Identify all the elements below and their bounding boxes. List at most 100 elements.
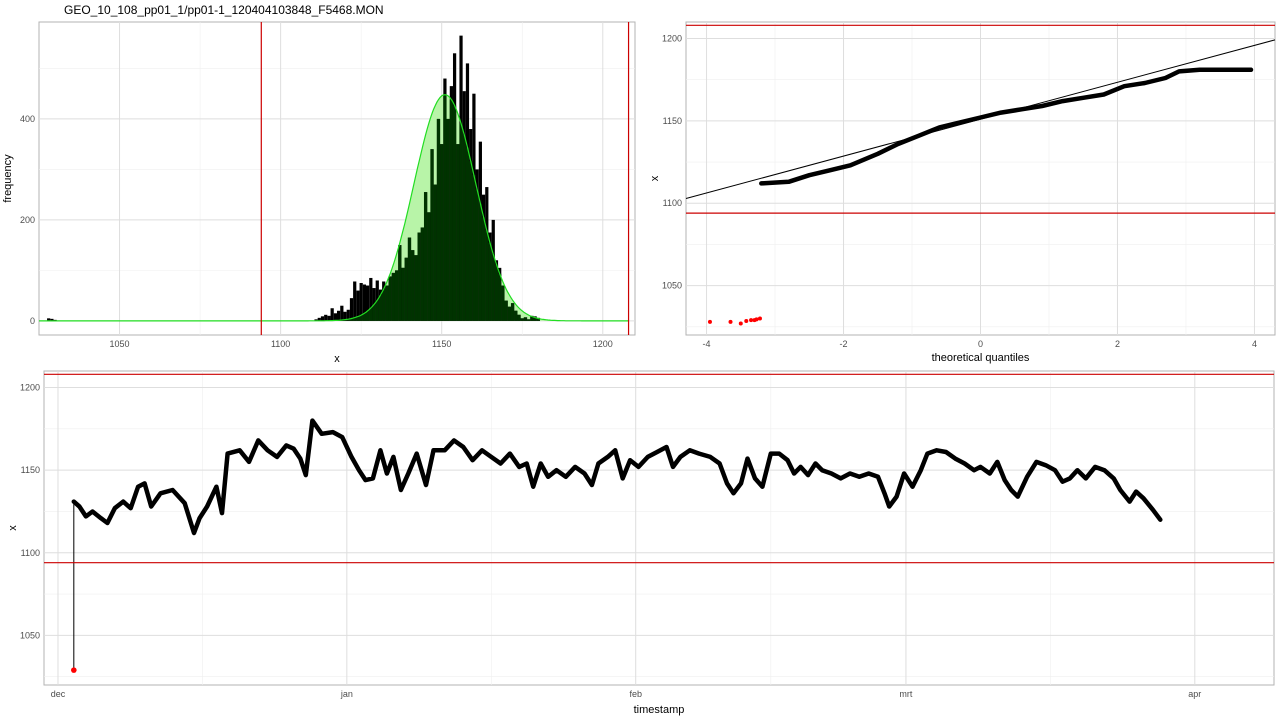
x-tick-label: 1050 [110,339,130,349]
histogram-overlap-bar [423,192,428,321]
x-tick-label: jan [340,689,353,699]
histogram-overlap-bar [394,270,399,321]
histogram-overlap-bar [382,288,386,321]
qq-point [1214,67,1219,72]
histogram-bar [50,318,54,321]
histogram-overlap-bar [446,118,450,321]
x-tick-label: feb [629,689,642,699]
histogram-bar [337,310,341,321]
histogram-overlap-bar [469,161,473,321]
histogram-bar [47,318,51,321]
y-tick-label: 400 [20,114,35,124]
histogram-bar [317,317,321,321]
histogram-overlap-bar [443,94,447,321]
qq-outlier-point [744,318,749,323]
histogram-overlap-bar [498,273,502,321]
histogram-overlap-bar [462,134,466,321]
histogram-overlap-bar [427,212,431,321]
histogram-bar [343,311,347,321]
plot-panel [43,370,1275,686]
histogram-overlap-bar [407,237,412,321]
histogram-overlap-bar [449,99,453,321]
histogram-overlap-bar [411,250,415,321]
y-tick-label: 1050 [662,281,682,291]
histogram-overlap-bar [533,317,537,321]
histogram-overlap-bar [349,318,354,321]
histogram-bar [327,315,331,321]
y-tick-label: 1200 [20,383,40,393]
histogram-bar [356,290,360,321]
histogram-overlap-bar [414,255,418,321]
x-tick-label: mrt [899,689,912,699]
histogram-overlap-bar [343,319,347,321]
histogram-overlap-bar [459,123,463,321]
density-line [39,94,629,322]
x-tick-label: 1150 [432,339,451,349]
chart-title: GEO_10_108_pp01_1/pp01-1_120404103848_F5… [64,3,384,17]
qq-outlier-point [728,319,733,324]
histogram-overlap-bar [475,189,479,321]
histogram-overlap-bar [398,245,402,321]
x-axis-title: timestamp [634,704,685,716]
histogram-overlap-bar [523,317,528,321]
histogram-overlap-bar [514,310,518,321]
histogram-overlap-bar [353,317,357,321]
x-tick-label: 4 [1252,339,1257,349]
y-tick-label: 1150 [21,465,40,475]
timeseries-panel: dec jan feb mrt apr 1050 1100 1150 1200 timestamp… [7,370,1275,716]
histogram-overlap-bar [362,313,366,321]
x-tick-label: 2 [1115,339,1120,349]
gridlines [686,22,1275,335]
histogram-overlap-bar [488,242,492,321]
histogram-overlap-bar [501,285,505,321]
histogram-bar [333,313,337,321]
y-tick-label: 1050 [20,630,40,640]
histogram-overlap-bar [417,232,421,321]
histogram-overlap-bar [433,184,437,321]
qq-point [1249,67,1254,72]
x-tick-label: 1200 [593,339,613,349]
histogram-bar [362,284,366,321]
histogram-overlap-bar [346,319,350,321]
histogram-overlap-bar [510,303,515,321]
y-tick-label: 0 [30,316,35,326]
x-tick-label: -4 [703,339,711,349]
qq-plot-panel: -4 -2 0 2 4 1050 1100 1150 1200 theoretical quant… [649,21,1276,364]
x-tick-label: apr [1188,689,1201,699]
histogram-overlap-bar [401,267,405,321]
histogram-overlap-bar [385,285,389,321]
y-axis-title: x [649,175,661,181]
qq-outlier-point [738,321,743,326]
histogram-overlap-bar [530,316,534,321]
histogram-overlap-bar [491,254,495,321]
histogram-overlap-bar [420,227,424,321]
y-tick-label: 1100 [663,198,682,208]
histogram-overlap-bar [494,264,499,321]
histogram-overlap-bar [465,147,470,321]
x-tick-label: dec [51,689,66,699]
histogram-overlap-bar [369,308,373,321]
histogram-bar [369,277,373,321]
histogram-overlap-bar [430,149,434,321]
series-line [71,418,1163,536]
histogram-bar [359,283,363,321]
histogram-overlap-bar [440,144,444,321]
y-tick-label: 200 [20,215,35,225]
qq-outlier-point [749,318,754,323]
qq-point [1235,67,1240,72]
histogram-overlap-bar [372,304,376,321]
gridlines [44,371,1274,685]
histogram-overlap-bar [404,257,408,321]
y-axis-title: frequency [2,154,14,203]
qq-outlier-point [707,319,712,324]
y-tick-label: 1150 [663,116,682,126]
qq-outlier-point [757,316,762,321]
histogram-bar [330,308,334,321]
histogram-overlap-bar [456,144,460,321]
histogram-overlap-bar [485,230,489,321]
x-tick-label: 1100 [271,339,290,349]
histogram-overlap-bar [504,300,508,321]
histogram-overlap-bar [365,310,370,321]
histogram-overlap-bar [472,175,476,321]
histogram-overlap-bar [378,295,383,321]
